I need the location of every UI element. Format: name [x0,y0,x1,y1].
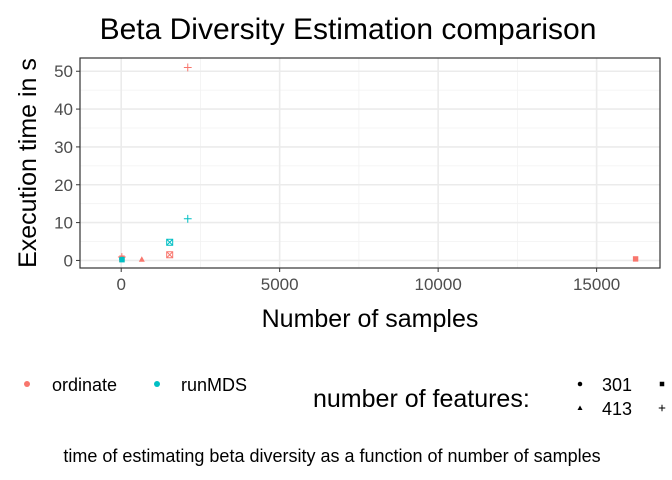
data-point [119,256,125,263]
data-point [166,251,174,259]
y-tick-label: 50 [54,62,73,81]
y-tick-label: 40 [54,100,73,119]
data-point [166,238,174,246]
shape-legend-item [658,404,666,412]
shape-legend-key [659,381,665,387]
x-tick-label: 15000 [573,275,620,294]
data-point [632,256,639,262]
chart-caption: time of estimating beta diversity as a f… [63,446,600,466]
data-point [183,214,192,223]
shape-legend-label: 413 [602,399,632,419]
shape-legend-key [658,404,666,412]
shape-legend-item [659,381,665,387]
data-point [138,256,145,262]
y-axis-title: Execution time in s [14,58,42,268]
legend-key [24,381,30,387]
color-legend: ordinate runMDS [24,375,247,395]
plot-border [79,57,661,269]
chart-title: Beta Diversity Estimation comparison [100,13,597,46]
y-tick-label: 0 [64,251,73,270]
y-tick-label: 20 [54,176,73,195]
x-tick-label: 5000 [261,275,299,294]
x-tick-label: 0 [116,275,125,294]
plot-panel [79,57,661,269]
x-tick-label: 10000 [415,275,462,294]
color-legend-item: ordinate [24,375,117,395]
color-legend-label: runMDS [181,375,247,395]
y-tick-label: 30 [54,138,73,157]
axis-ticks: 0 5000 10000 15000 0 10 20 30 40 50 [54,62,620,294]
shape-legend-item: 413 [577,399,632,419]
plot-background [80,58,660,268]
color-legend-item: runMDS [154,375,247,395]
color-legend-label: ordinate [52,375,117,395]
data-point [183,63,192,72]
y-tick-label: 10 [54,214,73,233]
grid-lines [80,58,660,268]
shape-legend-key [577,405,583,410]
shape-legend-item: 301 [577,375,632,395]
data-points [117,63,639,263]
shape-legend-label: 301 [602,375,632,395]
shape-legend-key [577,381,583,387]
legend-key [154,381,160,387]
shape-legend-title: number of features: [313,385,530,413]
x-axis-title: Number of samples [262,305,479,333]
